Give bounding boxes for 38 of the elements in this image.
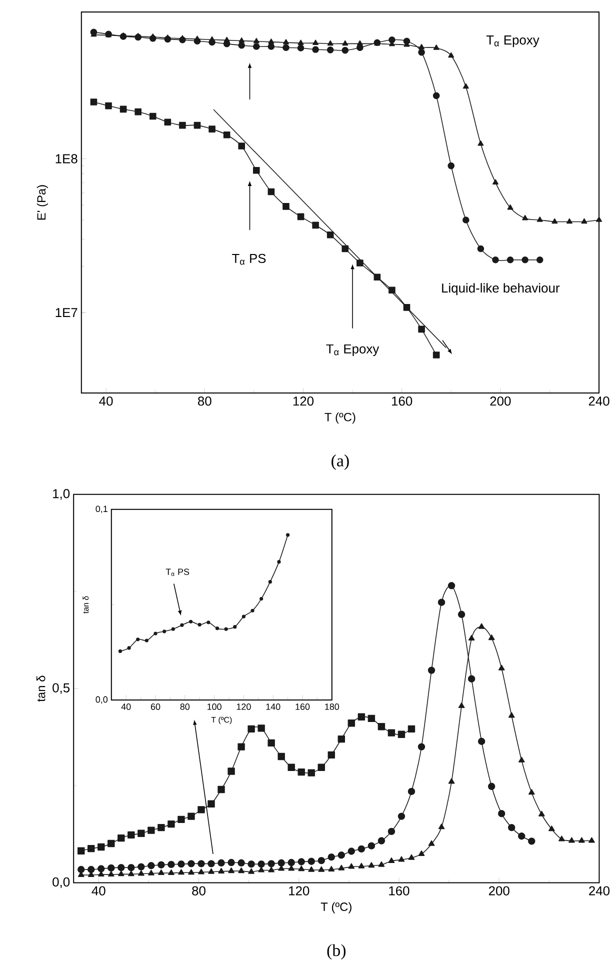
x-tick-label: 40 (92, 886, 106, 896)
x-tick-label: 80 (180, 704, 190, 710)
x-tick-label: 180 (325, 704, 340, 710)
text: (a) (332, 454, 349, 470)
x-axis-title: T (ºC) (320, 902, 352, 914)
annotation: T$_{α}$ PS (232, 254, 266, 265)
y-tick-label: 0,1 (96, 506, 108, 514)
y-tick-label: 0,0 (96, 696, 108, 704)
x-tick-label: 240 (589, 886, 610, 896)
y-axis-title: E' (Pa) (36, 185, 48, 220)
x-tick-label: 80 (192, 886, 206, 896)
x-tick-label: 60 (150, 704, 160, 710)
annotation: T$_{α}$ PS (166, 568, 190, 576)
x-tick-label: 40 (99, 396, 113, 406)
annotation: Liquid-like behaviour (442, 283, 560, 296)
y-tick-label: 0,0 (52, 877, 70, 888)
y-axis-title: tan δ (36, 676, 46, 702)
x-tick-label: 100 (208, 704, 222, 710)
y-tick-label: 1E8 (56, 154, 78, 164)
x-tick-label: 120 (289, 886, 310, 896)
x-tick-label: 200 (488, 886, 510, 896)
text: (b) (327, 944, 346, 960)
y-tick-label: 1E7 (56, 308, 78, 318)
x-tick-label: 160 (389, 886, 410, 896)
annotation: T$_{α}$ Epoxy (486, 36, 540, 48)
x-tick-label: 120 (236, 704, 251, 710)
x-tick-label: 160 (296, 704, 310, 710)
x-axis-title: T (ºC) (324, 412, 356, 424)
y-tick-label: 0,5 (52, 683, 70, 694)
annotation: T$_{α}$ Epoxy (326, 344, 380, 356)
x-tick-label: 140 (266, 704, 280, 710)
y-tick-label: 1,0 (53, 489, 70, 500)
x-tick-label: 160 (392, 396, 412, 406)
x-tick-label: 240 (588, 396, 610, 406)
x-tick-label: 200 (490, 396, 511, 406)
x-tick-label: 80 (198, 396, 212, 406)
x-tick-label: 40 (121, 704, 131, 710)
x-tick-label: 120 (293, 396, 314, 406)
